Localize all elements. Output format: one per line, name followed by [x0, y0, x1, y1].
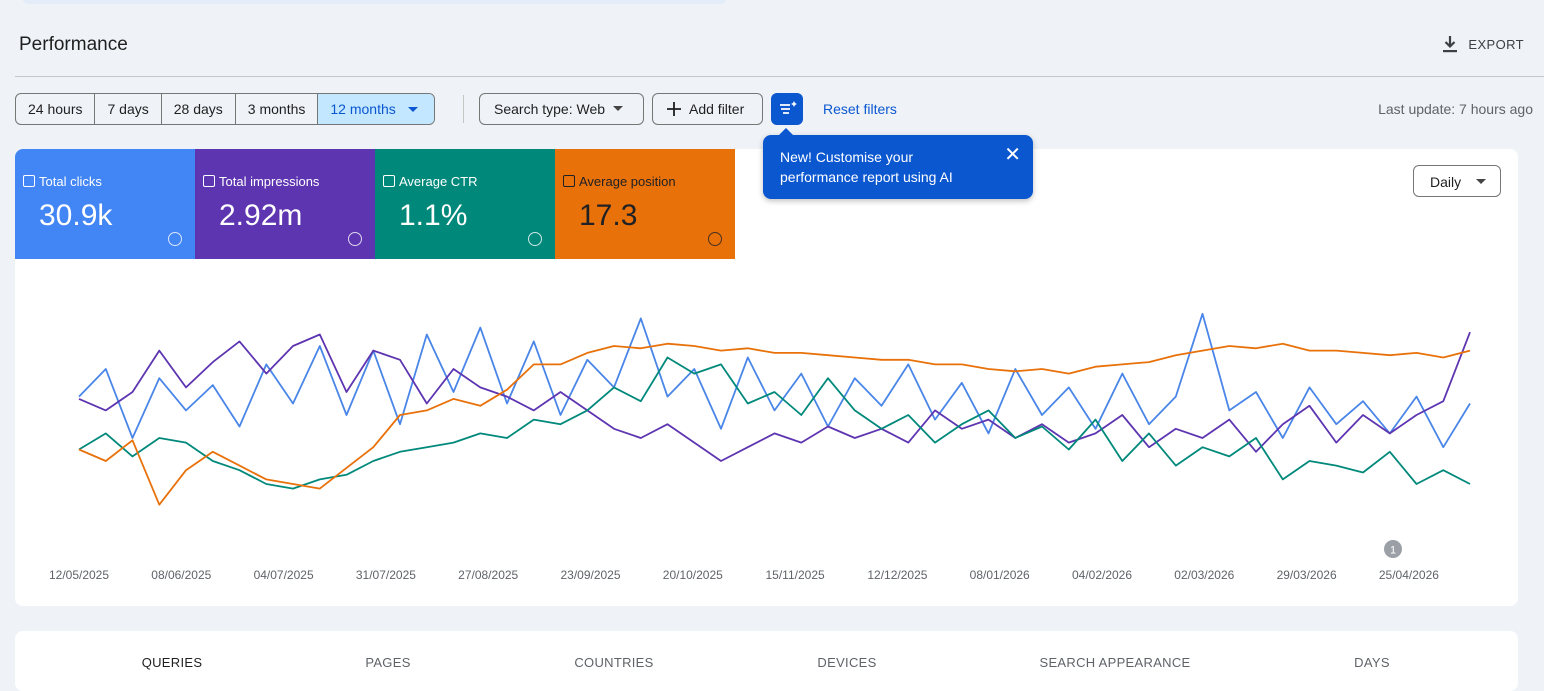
x-tick-label: 02/03/2026: [1174, 568, 1234, 582]
series-line: [78, 356, 1471, 490]
download-icon: [1443, 36, 1458, 53]
date-range-option[interactable]: 12 months: [317, 94, 434, 124]
page-title: Performance: [19, 34, 128, 55]
help-icon[interactable]: [348, 232, 362, 246]
annotation-label: 1: [1390, 545, 1396, 557]
metric-tile[interactable]: Total impressions 2.92m: [195, 149, 375, 259]
divider: [15, 76, 1544, 77]
dimension-tabs: QUERIES PAGES COUNTRIES DEVICES SEARCH APPEA…: [15, 631, 1518, 691]
metric-tile[interactable]: Average CTR 1.1%: [375, 149, 555, 259]
ai-tooltip: New! Customise your performance report u…: [763, 128, 1033, 199]
page: { "header": {"title": "Performance", "ex…: [15, 0, 1544, 691]
separator: [463, 95, 464, 123]
granularity-label: Daily: [1430, 174, 1462, 190]
dimension-tab[interactable]: QUERIES: [141, 655, 203, 670]
ai-icon: [780, 101, 797, 114]
last-update: Last update: 7 hours ago: [1378, 101, 1533, 117]
close-tooltip[interactable]: ✕: [1004, 144, 1021, 166]
dimension-tab[interactable]: PAGES: [365, 655, 411, 670]
metric-value: 2.92m: [219, 199, 303, 232]
x-tick-label: 15/11/2025: [766, 568, 825, 582]
dropdown-arrow: [1476, 179, 1486, 184]
x-tick-label: 04/02/2026: [1072, 568, 1132, 582]
date-range-group: 24 hours 7 days 28 days 3 months 12 months: [15, 93, 435, 125]
x-tick-label: 27/08/2025: [458, 568, 518, 582]
add-filter-button[interactable]: Add filter: [652, 93, 763, 125]
plus-icon: [667, 102, 681, 116]
series-line: [78, 331, 1471, 462]
metric-value: 1.1%: [399, 199, 468, 232]
metric-value: 30.9k: [39, 199, 113, 232]
date-range-option[interactable]: 3 months: [234, 94, 318, 124]
x-tick-label: 08/01/2026: [970, 568, 1030, 582]
metric-value: 17.3: [579, 199, 638, 232]
x-tick-label: 31/07/2025: [356, 568, 416, 582]
metric-tile[interactable]: Total clicks 30.9k: [15, 149, 195, 259]
dimension-tab[interactable]: DAYS: [1354, 655, 1390, 670]
series-line: [78, 342, 1471, 506]
tooltip-text: New! Customise your performance report u…: [780, 149, 953, 185]
search-bar: [22, 0, 727, 4]
date-range-option[interactable]: 24 hours: [28, 101, 83, 117]
dimension-tab[interactable]: SEARCH APPEARANCE: [1039, 655, 1191, 670]
search-type-button[interactable]: Search type: Web: [479, 93, 644, 125]
x-tick-label: 25/04/2026: [1379, 568, 1439, 582]
date-range-option[interactable]: 7 days: [94, 94, 160, 124]
x-tick-label: 12/12/2025: [867, 568, 927, 582]
x-tick-label: 23/09/2025: [560, 568, 620, 582]
chart-card: Daily 12/05/2025 08/06/2025 04/07/2025 31/0…: [15, 149, 1518, 606]
x-tick-label: 04/07/2025: [254, 568, 314, 582]
annotation-marker: [1384, 540, 1402, 558]
date-range-option[interactable]: 28 days: [160, 94, 235, 124]
performance-chart: 12/05/2025 08/06/2025 04/07/2025 31/07/2025…: [49, 312, 1471, 582]
x-tick-label: 29/03/2026: [1277, 568, 1337, 582]
help-icon[interactable]: [528, 232, 542, 246]
x-tick-label: 20/10/2025: [663, 568, 723, 582]
export-button[interactable]: EXPORT: [1442, 35, 1524, 53]
metric-label: Total clicks: [23, 174, 102, 189]
dimension-tab[interactable]: COUNTRIES: [574, 655, 654, 670]
help-icon[interactable]: [168, 232, 182, 246]
metric-label: Average position: [563, 174, 676, 189]
metric-label: Average CTR: [383, 174, 478, 189]
dropdown-arrow: [613, 106, 624, 111]
dropdown-arrow: [407, 107, 418, 112]
export-label: EXPORT: [1468, 36, 1524, 52]
dimension-tab[interactable]: DEVICES: [817, 655, 877, 670]
x-tick-label: 08/06/2025: [151, 568, 211, 582]
search-type-label: Search type: Web: [494, 101, 606, 117]
help-icon[interactable]: [708, 232, 722, 246]
metric-label: Total impressions: [202, 174, 320, 189]
granularity-dropdown[interactable]: Daily: [1413, 165, 1501, 197]
series-line: [78, 312, 1471, 449]
x-tick-label: 12/05/2025: [49, 568, 109, 582]
reset-filters-link[interactable]: Reset filters: [823, 101, 897, 117]
ai-customise-button[interactable]: [771, 93, 803, 125]
metric-tile[interactable]: Average position 17.3: [555, 149, 735, 259]
add-filter-label: Add filter: [689, 101, 745, 117]
